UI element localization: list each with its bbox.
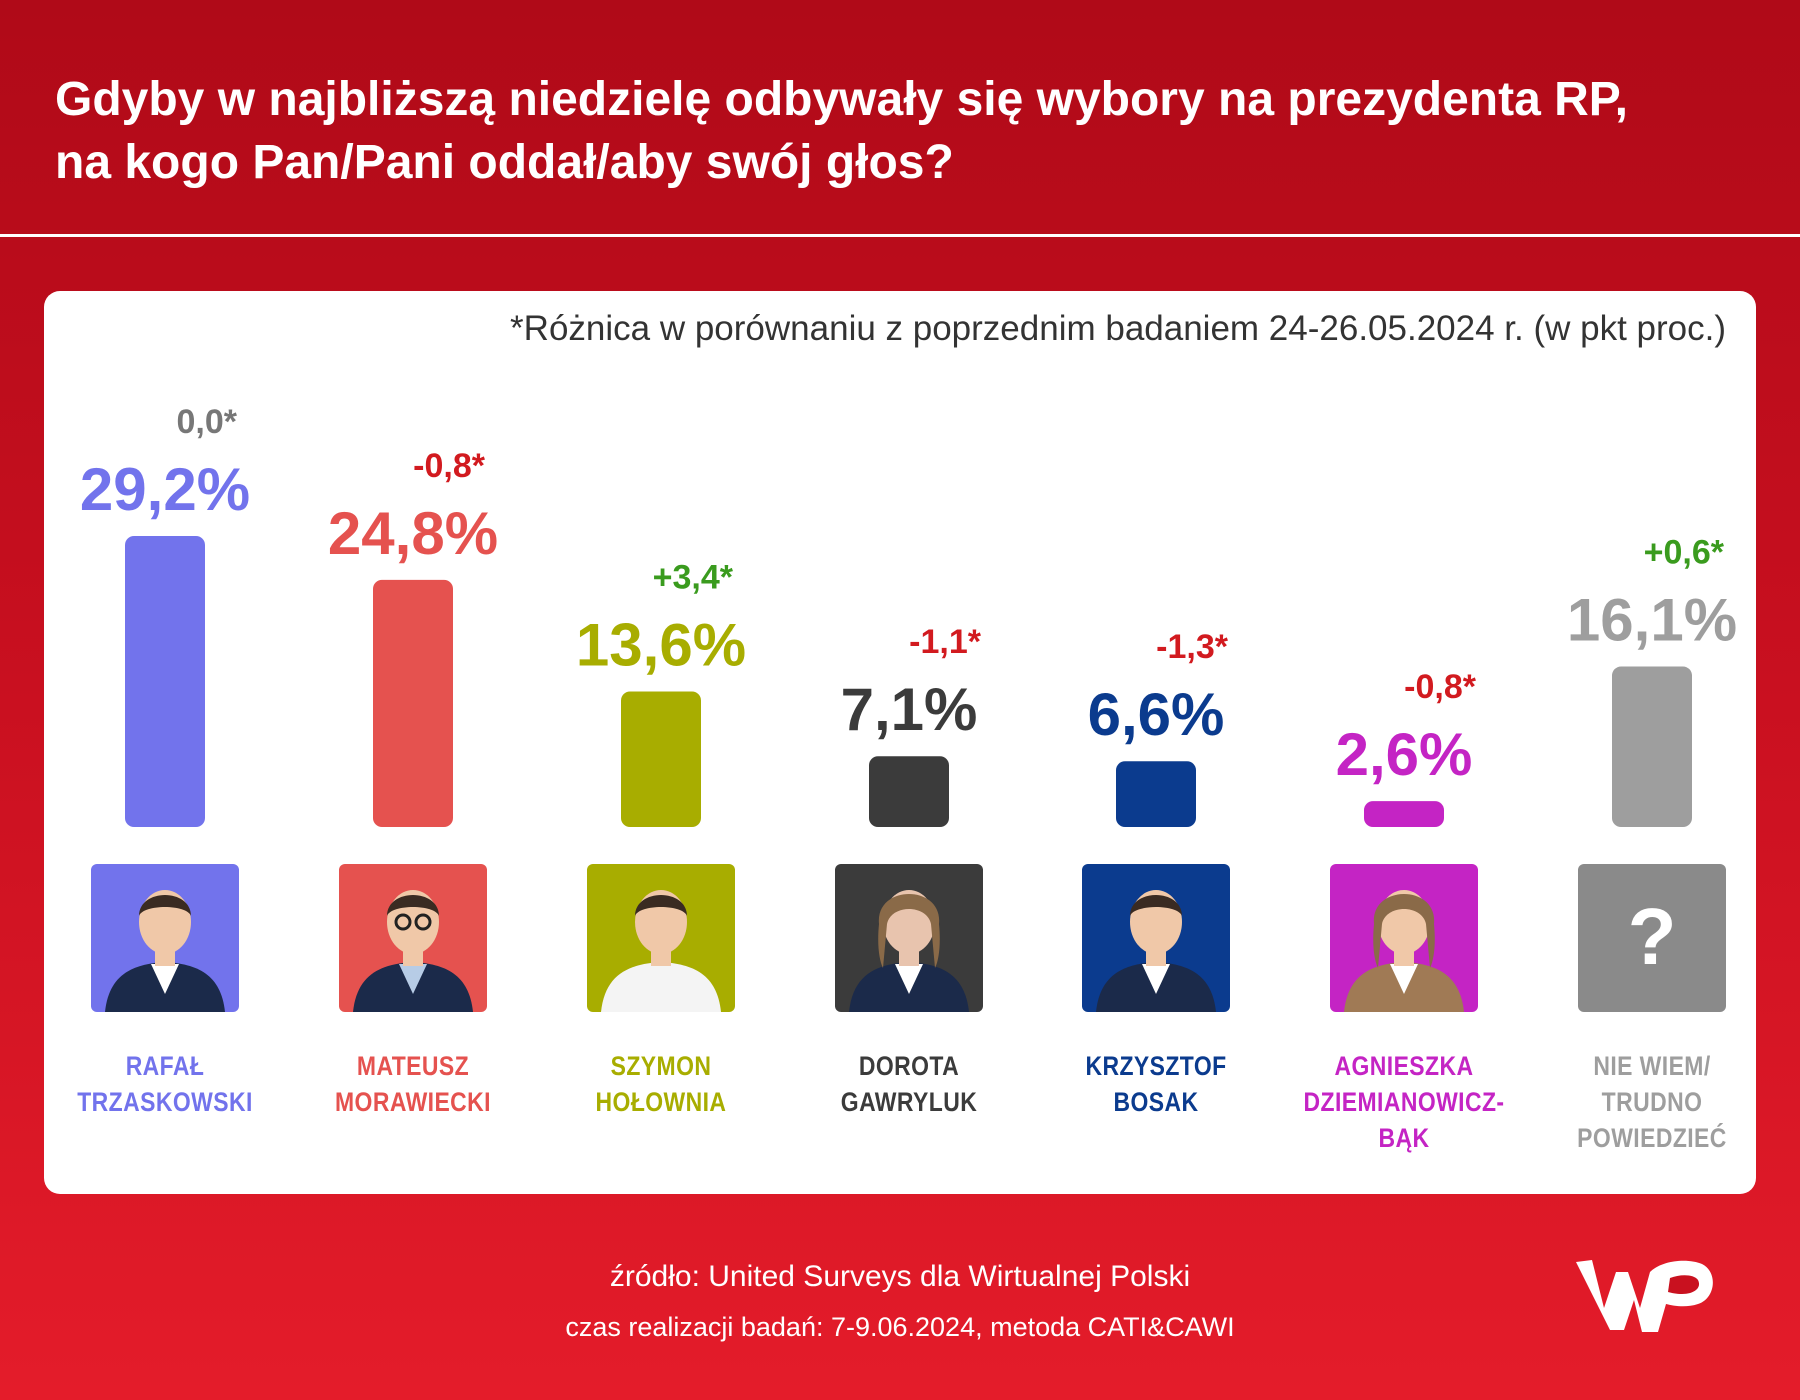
bar bbox=[125, 536, 205, 827]
name-line: NIE WIEM/ bbox=[1593, 1051, 1711, 1081]
value-label: 6,6% bbox=[1088, 681, 1225, 748]
change-label: -0,8* bbox=[1404, 668, 1477, 706]
candidate-name: RAFAŁ TRZASKOWSKI bbox=[59, 1048, 272, 1120]
bar bbox=[373, 579, 453, 827]
name-line: DOROTA bbox=[858, 1051, 960, 1081]
value-label: 16,1% bbox=[1567, 587, 1737, 654]
name-line: TRUDNO bbox=[1601, 1087, 1703, 1117]
candidate-photo bbox=[587, 864, 735, 1012]
name-line: GAWRYLUK bbox=[840, 1087, 978, 1117]
bar bbox=[1612, 666, 1692, 827]
title-line-1: Gdyby w najbliższą niedzielę odbywały si… bbox=[55, 73, 1628, 126]
name-line: BOSAK bbox=[1113, 1087, 1199, 1117]
value-label: 7,1% bbox=[841, 676, 978, 743]
change-label: +0,6* bbox=[1644, 534, 1725, 572]
name-line: MORAWIECKI bbox=[335, 1087, 491, 1117]
change-note: *Różnica w porównaniu z poprzednim badan… bbox=[510, 309, 1726, 348]
change-label: -1,3* bbox=[1156, 628, 1229, 666]
candidate-photo bbox=[1330, 864, 1478, 1012]
source-text: źródło: United Surveys dla Wirtualnej Po… bbox=[609, 1260, 1191, 1293]
change-label: -1,1* bbox=[909, 623, 982, 661]
value-label: 13,6% bbox=[576, 611, 746, 678]
change-label: +3,4* bbox=[653, 558, 734, 596]
name-line: DZIEMIANOWICZ-BĄK bbox=[1303, 1087, 1505, 1153]
candidate-photo bbox=[835, 864, 983, 1012]
candidate-name: AGNIESZKA DZIEMIANOWICZ-BĄK bbox=[1298, 1048, 1511, 1156]
name-line: MATEUSZ bbox=[356, 1051, 470, 1081]
person-silhouette bbox=[849, 890, 969, 1012]
person-silhouette bbox=[353, 890, 473, 1012]
candidate-photo bbox=[1082, 864, 1230, 1012]
bar bbox=[1116, 761, 1196, 827]
person-silhouette bbox=[1096, 890, 1216, 1012]
question-mark: ? bbox=[1628, 892, 1677, 981]
bar bbox=[621, 691, 701, 827]
candidate-photo bbox=[339, 864, 487, 1012]
person-silhouette bbox=[601, 890, 721, 1012]
chart-title: Gdyby w najbliższą niedzielę odbywały si… bbox=[55, 68, 1755, 194]
header-divider bbox=[0, 234, 1800, 237]
name-line: TRZASKOWSKI bbox=[77, 1087, 253, 1117]
bar bbox=[869, 756, 949, 827]
name-line: HOŁOWNIA bbox=[595, 1087, 727, 1117]
unknown-placeholder: ? bbox=[1578, 864, 1726, 1012]
bar bbox=[1364, 801, 1444, 827]
candidate-photo bbox=[91, 864, 239, 1012]
method-text: czas realizacji badań: 7-9.06.2024, meto… bbox=[565, 1312, 1235, 1342]
name-line: RAFAŁ bbox=[125, 1051, 205, 1081]
wp-logo bbox=[1570, 1250, 1720, 1340]
name-line: AGNIESZKA bbox=[1334, 1051, 1474, 1081]
change-label: -0,8* bbox=[413, 447, 486, 485]
value-label: 24,8% bbox=[328, 500, 498, 567]
wp-logo-mark bbox=[1576, 1260, 1713, 1332]
value-label: 2,6% bbox=[1336, 721, 1473, 788]
person-silhouette bbox=[105, 890, 225, 1012]
candidate-name: NIE WIEM/TRUDNO POWIEDZIEĆ bbox=[1546, 1048, 1759, 1156]
candidate-name: KRZYSZTOF BOSAK bbox=[1050, 1048, 1263, 1120]
name-line: SZYMON bbox=[610, 1051, 712, 1081]
title-line-2: na kogo Pan/Pani oddał/aby swój głos? bbox=[55, 136, 954, 189]
person-silhouette bbox=[1344, 890, 1464, 1012]
candidate-name: DOROTA GAWRYLUK bbox=[803, 1048, 1016, 1120]
change-label: 0,0* bbox=[177, 403, 238, 441]
name-line: KRZYSZTOF bbox=[1085, 1051, 1227, 1081]
bar-chart: 29,2% 0,0* 24,8% -0,8* 13,6% +3,4* 7,1% -1,1* 6,… bbox=[80, 403, 1737, 827]
candidate-name: SZYMON HOŁOWNIA bbox=[555, 1048, 768, 1120]
value-label: 29,2% bbox=[80, 456, 250, 523]
candidate-name: MATEUSZ MORAWIECKI bbox=[307, 1048, 520, 1120]
chart-card: *Różnica w porównaniu z poprzednim badan… bbox=[44, 291, 1756, 1194]
name-line: POWIEDZIEĆ bbox=[1577, 1123, 1727, 1153]
